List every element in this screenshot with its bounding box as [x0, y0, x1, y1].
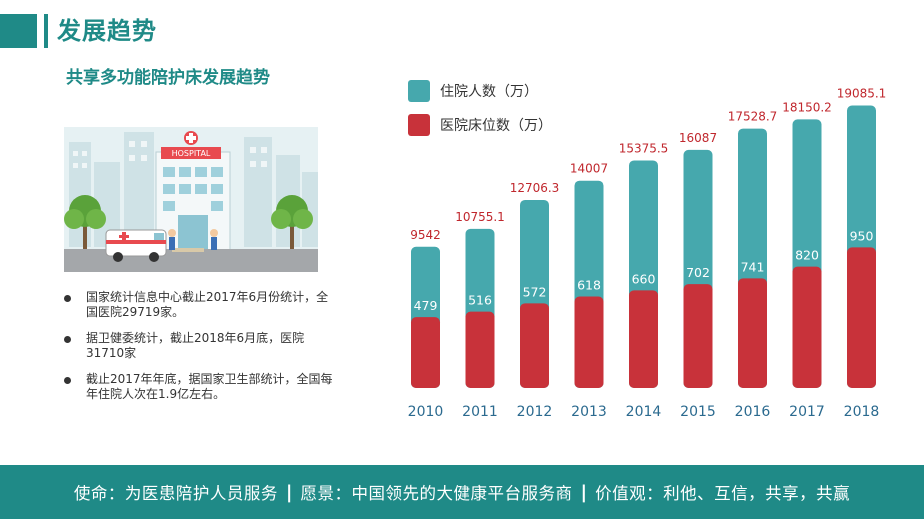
section-subtitle: 共享多功能陪护床发展趋势 [66, 68, 270, 88]
bullet-item: 截止2017年年底，据国家卫生部统计，全国每年住院人次在1.9亿左右。 [64, 372, 334, 402]
label-inpatients-2010: 9542 [410, 228, 441, 242]
bullet-dot-icon [64, 336, 71, 343]
title-accent-block [0, 14, 37, 48]
bar-beds-2017 [792, 266, 822, 388]
x-tick-2010: 2010 [408, 404, 444, 420]
legend-swatch-red [408, 114, 430, 136]
hospital-sign-text: HOSPITAL [172, 149, 211, 158]
x-tick-2013: 2013 [571, 404, 607, 420]
label-beds-2011: 516 [468, 293, 492, 308]
label-inpatients-2012: 12706.3 [510, 181, 560, 195]
x-tick-2017: 2017 [789, 404, 825, 420]
bullet-text: 国家统计信息中心截止2017年6月份统计，全国医院29719家。 [86, 290, 329, 319]
label-inpatients-2014: 15375.5 [619, 141, 669, 155]
legend-label: 住院人数（万） [440, 84, 538, 100]
footer-vision: 愿景：中国领先的大健康平台服务商 [300, 484, 573, 503]
label-inpatients-2011: 10755.1 [455, 210, 505, 224]
bar-beds-2013 [574, 296, 604, 388]
x-tick-2011: 2011 [462, 404, 498, 420]
x-tick-2014: 2014 [626, 404, 662, 420]
label-beds-2018: 950 [850, 228, 874, 243]
tree-left [64, 195, 106, 249]
x-tick-2015: 2015 [680, 404, 716, 420]
label-beds-2015: 702 [686, 265, 710, 280]
bar-beds-2011 [465, 311, 495, 388]
label-beds-2012: 572 [523, 284, 547, 299]
tree-right [271, 195, 313, 249]
bullet-item: 国家统计信息中心截止2017年6月份统计，全国医院29719家。 [64, 290, 334, 320]
label-beds-2014: 660 [632, 271, 656, 286]
bar-beds-2012 [520, 303, 549, 388]
hospital-sign [161, 147, 221, 159]
bullet-text: 截止2017年年底，据国家卫生部统计，全国每年住院人次在1.9亿左右。 [86, 372, 333, 401]
footer-bar: 使命：为医患陪护人员服务 | 愿景：中国领先的大健康平台服务商 | 价值观：利他… [0, 465, 924, 519]
label-beds-2013: 618 [577, 278, 601, 293]
x-tick-2018: 2018 [844, 404, 880, 420]
legend-swatch-teal [408, 80, 430, 102]
road [64, 249, 318, 272]
bullet-item: 据卫健委统计，截止2018年6月底，医院31710家 [64, 331, 334, 361]
label-inpatients-2017: 18150.2 [782, 100, 832, 114]
title-divider [44, 14, 48, 48]
label-beds-2016: 741 [741, 259, 765, 274]
bullet-dot-icon [64, 377, 71, 384]
bullet-list: 国家统计信息中心截止2017年6月份统计，全国医院29719家。 据卫健委统计，… [64, 290, 334, 413]
hospital-entrance [178, 215, 208, 249]
bar-beds-2014 [629, 290, 658, 388]
chart-legend: 住院人数（万） 医院床位数（万） [408, 80, 552, 148]
footer-separator: | [285, 481, 293, 503]
ambulance [105, 229, 167, 262]
page-title: 发展趋势 [57, 17, 157, 45]
label-inpatients-2015: 16087 [679, 131, 717, 145]
bar-beds-2018 [847, 247, 876, 388]
hospital-illustration: HOSPITAL [64, 127, 318, 272]
footer-separator: | [580, 481, 588, 503]
legend-item-beds: 医院床位数（万） [408, 114, 552, 136]
legend-label: 医院床位数（万） [440, 118, 552, 134]
label-beds-2017: 820 [795, 248, 819, 263]
legend-item-inpatients: 住院人数（万） [408, 80, 552, 102]
label-inpatients-2018: 19085.1 [837, 87, 887, 101]
people-with-stretcher [168, 229, 218, 252]
bar-beds-2016 [738, 278, 767, 388]
bullet-text: 据卫健委统计，截止2018年6月底，医院31710家 [86, 331, 305, 360]
bullet-dot-icon [64, 295, 71, 302]
label-beds-2010: 479 [414, 298, 438, 313]
bar-beds-2010 [411, 317, 440, 388]
x-tick-2012: 2012 [517, 404, 553, 420]
x-tick-2016: 2016 [735, 404, 771, 420]
label-inpatients-2016: 17528.7 [728, 110, 778, 124]
bar-beds-2015 [683, 284, 713, 388]
footer-mission: 使命：为医患陪护人员服务 [73, 484, 278, 503]
label-inpatients-2013: 14007 [570, 162, 608, 176]
bar-chart: 9542 479 2010 10755.1 516 2011 12706.3 572 2012 1… [408, 87, 887, 420]
footer-values: 价值观：利他、互信，共享，共赢 [595, 484, 851, 503]
